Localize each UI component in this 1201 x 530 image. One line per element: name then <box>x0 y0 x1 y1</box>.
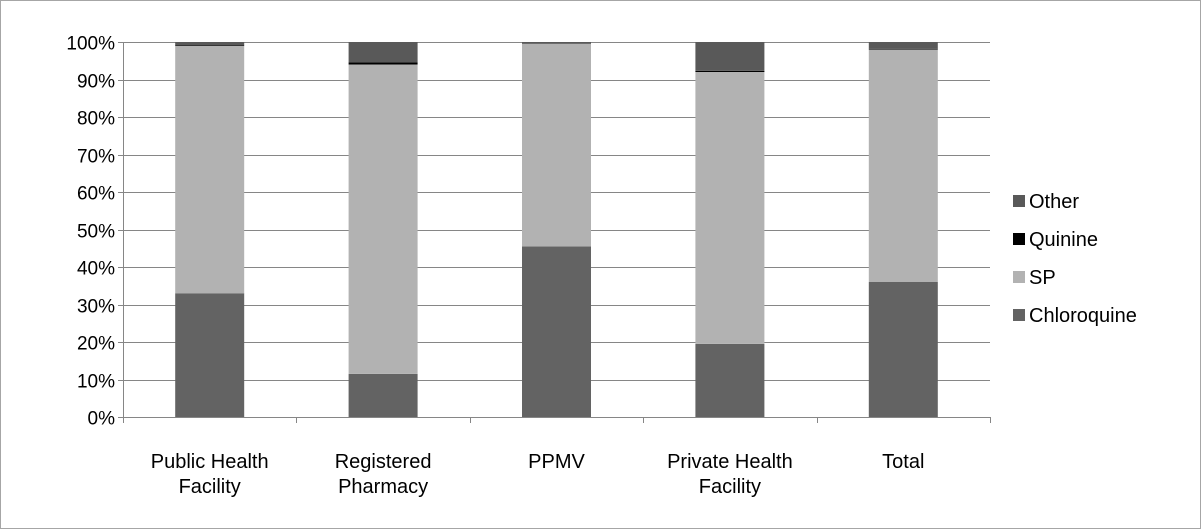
bar-segment-other <box>348 42 418 63</box>
y-tick-label: 70% <box>77 147 115 168</box>
bar-segment-sp <box>175 45 245 294</box>
bar-segment-other <box>522 42 591 44</box>
bar-segment-quinine <box>695 70 765 72</box>
bar-segment-sp <box>348 64 418 374</box>
y-tick-label: 80% <box>77 109 115 130</box>
legend-swatch-other <box>1013 195 1025 207</box>
axes <box>118 42 991 423</box>
y-tick-label: 60% <box>77 184 115 205</box>
x-category-label: Total <box>882 451 924 473</box>
bar-segment-sp <box>522 43 591 247</box>
bar-segment-quinine <box>868 48 938 50</box>
y-tick-label: 20% <box>77 334 115 355</box>
x-category-label: PPMV <box>528 451 585 473</box>
y-tick-label: 50% <box>77 222 115 243</box>
x-category-label: Public Health Facility <box>151 451 269 498</box>
legend-swatch-quinine <box>1013 233 1025 245</box>
legend-label-sp: SP <box>1029 267 1056 289</box>
bar-segment-other <box>175 42 245 45</box>
x-category-label: Private Health Facility <box>667 451 793 498</box>
legend-label-other: Other <box>1029 191 1079 213</box>
bar-segment-other <box>868 42 938 49</box>
legend: Other Quinine SP Chloroquine <box>1013 191 1137 327</box>
y-tick-label: 10% <box>77 372 115 393</box>
bar-segment-chloroquine <box>522 246 591 417</box>
bar-segment-quinine <box>348 62 418 65</box>
bar-segment-quinine <box>175 45 245 46</box>
legend-label-quinine: Quinine <box>1029 229 1098 251</box>
x-category-labels: Public Health Facility Registered Pharmacy P… <box>151 451 925 498</box>
y-tick-label: 90% <box>77 72 115 93</box>
bar-segment-other <box>695 42 765 71</box>
y-tick-label: 30% <box>77 297 115 318</box>
bar-segment-sp <box>868 49 938 282</box>
legend-swatch-chloroquine <box>1013 309 1025 321</box>
y-tick-label: 100% <box>66 34 115 55</box>
bar-segment-sp <box>695 72 765 344</box>
legend-label-chloroquine: Chloroquine <box>1029 305 1137 327</box>
bars <box>175 42 938 417</box>
y-tick-label: 40% <box>77 259 115 280</box>
bar-segment-chloroquine <box>175 293 245 417</box>
y-tick-labels: 0% 10% 20% 30% 40% 50% 60% 70% 80% 90% 100% <box>66 34 115 430</box>
x-category-label: Registered Pharmacy <box>335 451 432 498</box>
y-tick-label: 0% <box>88 409 116 430</box>
bar-segment-chloroquine <box>348 373 418 417</box>
bar-segment-chloroquine <box>695 343 765 417</box>
legend-swatch-sp <box>1013 271 1025 283</box>
bar-segment-chloroquine <box>868 282 938 417</box>
